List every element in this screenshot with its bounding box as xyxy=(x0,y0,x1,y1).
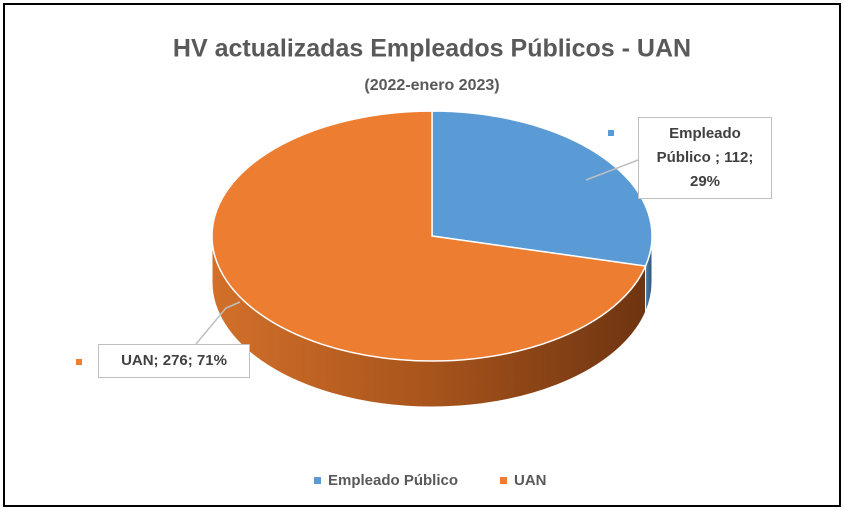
leader-line xyxy=(585,159,639,181)
legend-swatch xyxy=(500,477,507,484)
chart-subtitle: (2022-enero 2023) xyxy=(364,77,499,94)
data-label: Empleado Público ; 112; 29% xyxy=(638,117,772,199)
legend-label: UAN xyxy=(514,472,547,489)
leader-line xyxy=(195,301,241,345)
chart-title: HV actualizadas Empleados Públicos - UAN xyxy=(173,35,691,63)
legend-label: Empleado Público xyxy=(328,472,458,489)
slice xyxy=(431,110,653,267)
data-label: UAN; 276; 71% xyxy=(98,344,250,378)
slice xyxy=(211,110,647,362)
legend-swatch xyxy=(314,477,321,484)
label-bullet xyxy=(76,359,82,365)
label-bullet xyxy=(608,130,614,136)
